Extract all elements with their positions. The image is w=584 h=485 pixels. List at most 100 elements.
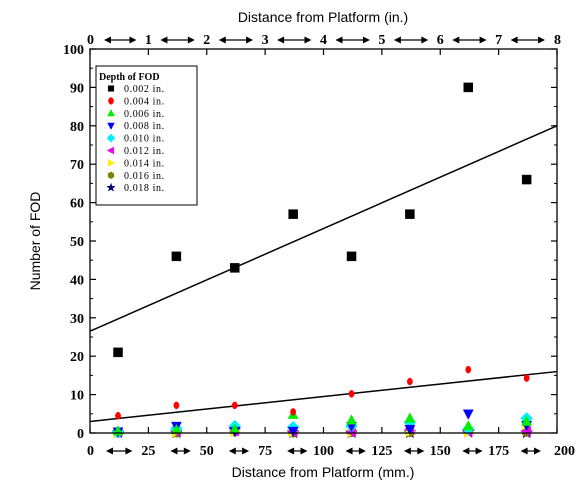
top-interval-arrow xyxy=(104,36,137,44)
bottom-interval-arrow-head-right xyxy=(358,447,366,455)
data-point xyxy=(404,424,416,436)
bottom-interval-arrow xyxy=(228,447,250,455)
x-tick-label: 175 xyxy=(488,444,509,459)
data-point xyxy=(290,408,297,416)
y-tick-label: 50 xyxy=(70,235,84,250)
bottom-interval-arrow xyxy=(287,447,308,455)
y-tick-label: 10 xyxy=(70,389,84,404)
x-tick-label: 0 xyxy=(87,444,94,459)
bottom-interval-arrow-head-left xyxy=(345,447,353,455)
top-interval-arrow-head-left xyxy=(510,36,518,44)
legend-marker xyxy=(106,133,116,143)
bottom-interval-arrow-head-left xyxy=(228,447,236,455)
bottom-interval-arrow-head-left xyxy=(106,447,113,455)
bottom-interval-arrow-head-right xyxy=(534,447,541,455)
top-interval-arrow-head-right xyxy=(129,36,137,44)
bottom-interval-arrow-head-right xyxy=(417,447,425,455)
y-axis-title: Number of FOD xyxy=(27,192,43,291)
top-interval-arrow-head-left xyxy=(218,36,226,44)
x-tick-label: 25 xyxy=(141,444,155,459)
x2-tick-label: 2 xyxy=(203,33,210,48)
data-point xyxy=(462,420,474,431)
legend-marker xyxy=(107,171,115,179)
legend-label: 0.006 in. xyxy=(124,109,165,120)
x-tick-label: 125 xyxy=(371,444,392,459)
bottom-interval-arrow-head-right xyxy=(183,447,191,455)
data-point xyxy=(288,209,298,219)
bottom-interval-arrow xyxy=(170,447,191,455)
bottom-interval-arrow-head-right xyxy=(125,447,133,455)
y-tick-label: 100 xyxy=(63,43,84,58)
x2-tick-label: 8 xyxy=(554,33,561,48)
top-interval-arrow xyxy=(335,36,370,44)
top-interval-arrow-head-right xyxy=(538,36,545,44)
top-interval-arrow xyxy=(160,36,195,44)
legend-label: 0.004 in. xyxy=(124,96,165,107)
bottom-interval-arrow xyxy=(462,447,483,455)
x-tick-label: 75 xyxy=(258,444,272,459)
top-interval-arrow-head-left xyxy=(452,36,460,44)
x-tick-label: 200 xyxy=(554,444,575,459)
legend-marker xyxy=(108,97,114,105)
x2-tick-label: 6 xyxy=(437,33,444,48)
x-axis-title: Distance from Platform (mm.) xyxy=(232,464,415,480)
data-point xyxy=(346,251,357,262)
y-tick-label: 70 xyxy=(70,158,84,173)
data-point xyxy=(521,174,532,185)
legend-label: 0.018 in. xyxy=(124,183,165,194)
data-point xyxy=(115,411,121,420)
bottom-interval-arrow-head-left xyxy=(170,447,178,455)
legend-label: 0.014 in. xyxy=(124,158,165,169)
legend-marker xyxy=(106,146,114,155)
top-interval-arrow xyxy=(393,36,429,44)
data-point xyxy=(287,426,299,438)
legend-marker xyxy=(106,182,116,192)
plot-marks xyxy=(89,82,558,439)
data-point xyxy=(523,374,530,382)
data-point xyxy=(348,390,355,398)
x2-tick-label: 3 xyxy=(262,33,269,48)
top-axis-title: Distance from Platform (in.) xyxy=(238,9,408,25)
bottom-interval-arrow xyxy=(403,447,425,455)
top-interval-arrow-head-right xyxy=(362,36,370,44)
x2-tick-label: 1 xyxy=(145,33,152,48)
bottom-interval-arrow-head-left xyxy=(403,447,411,455)
x-tick-label: 150 xyxy=(430,444,451,459)
x2-tick-label: 0 xyxy=(87,33,94,48)
top-interval-arrow-head-left xyxy=(160,36,168,44)
legend-marker xyxy=(108,159,116,167)
top-interval-arrow xyxy=(452,36,487,44)
bottom-interval-arrow-head-left xyxy=(462,447,470,455)
bottom-interval-arrow-head-left xyxy=(287,447,295,455)
top-interval-arrow xyxy=(277,36,312,44)
data-point xyxy=(171,251,182,262)
x2-tick-label: 4 xyxy=(320,33,327,48)
data-point xyxy=(170,423,182,435)
legend-marker xyxy=(107,85,115,92)
top-interval-arrow xyxy=(218,36,254,44)
top-interval-arrow-head-left xyxy=(335,36,343,44)
y-tick-label: 40 xyxy=(70,273,84,288)
bottom-interval-arrow xyxy=(520,447,541,455)
top-interval-arrow-head-right xyxy=(479,36,487,44)
bottom-interval-arrow xyxy=(106,447,133,455)
x-tick-label: 50 xyxy=(200,444,214,459)
data-point xyxy=(230,263,240,273)
top-interval-arrow-head-right xyxy=(187,36,195,44)
legend: Depth of FOD 0.002 in.0.004 in. 0.006 in.… xyxy=(95,65,198,206)
data-point xyxy=(404,412,416,423)
legend-title: Depth of FOD xyxy=(99,72,160,83)
x2-tick-label: 7 xyxy=(495,33,502,48)
y-tick-label: 30 xyxy=(70,312,84,327)
data-point xyxy=(173,401,180,410)
data-point xyxy=(521,415,533,426)
legend-marker xyxy=(107,122,115,130)
data-point xyxy=(407,377,413,386)
y-tick-label: 80 xyxy=(70,120,84,135)
data-point xyxy=(113,347,123,358)
y-tick-label: 90 xyxy=(70,81,84,96)
legend-label: 0.010 in. xyxy=(124,134,165,145)
data-point xyxy=(346,414,357,425)
legend-label: 0.016 in. xyxy=(124,171,165,182)
top-interval-arrow-head-right xyxy=(421,36,429,44)
